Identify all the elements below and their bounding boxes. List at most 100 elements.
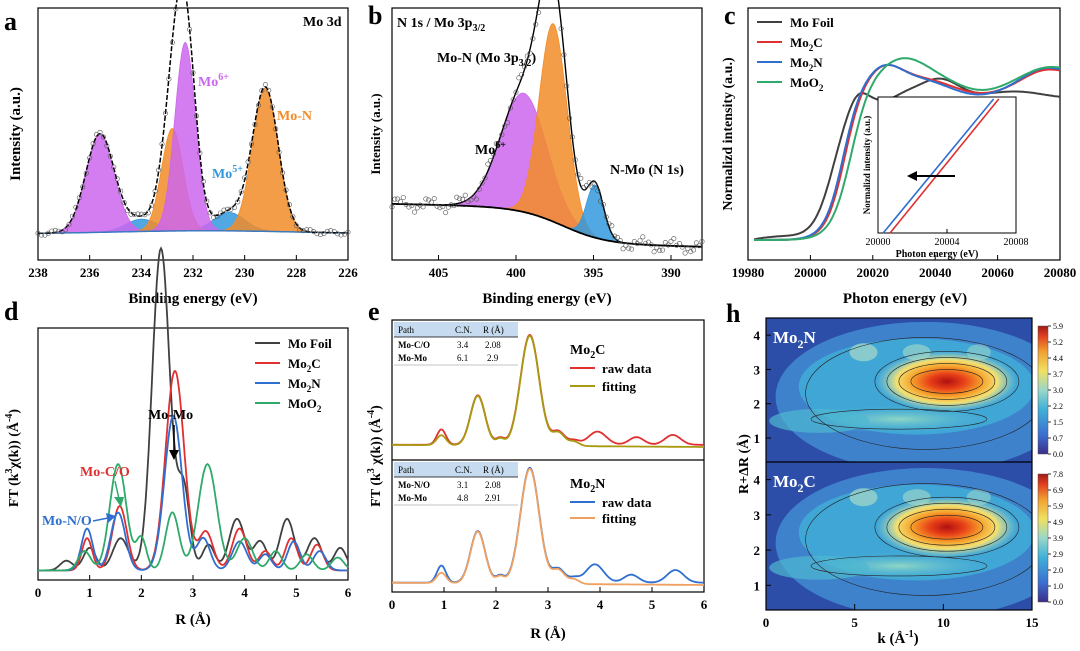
panel-c-xlabel: Photon energy (eV) (843, 291, 967, 307)
panel-a-data-point (262, 82, 268, 88)
table-top-r1c0: Mo-Mo (398, 353, 427, 363)
table-top-r0c1: 3.4 (457, 340, 469, 350)
panel-letter-c: c (724, 1, 736, 30)
panel-a-data-point (193, 113, 199, 119)
panel-d-legend-label: MoO2 (288, 396, 322, 414)
panel-a-data-point (87, 155, 93, 161)
panel-b-data-point (679, 244, 685, 250)
panel-c-legend-label: Mo2N (790, 55, 823, 73)
panel-c-ticks: 19980 20000 20020 20040 20060 20080 (732, 255, 1077, 280)
panel-d-x-tick-label: 5 (293, 585, 300, 600)
panel-e-top-label: Mo2C (570, 343, 605, 361)
panel-a-data-point (69, 213, 75, 219)
panel-e-top-legend-raw: raw data (602, 361, 652, 376)
panel-e-top-fit-line (392, 335, 704, 448)
panel-a-data-point (131, 212, 137, 218)
panel-c-frame (747, 7, 1061, 261)
panel-a-data-point (45, 230, 51, 236)
panel-b-data-point (572, 157, 578, 163)
panel-h-map-contour (898, 363, 996, 400)
panel-b-data-point (626, 245, 632, 251)
panel-b-x-tick-label: 395 (584, 265, 604, 280)
panel-b-data-point (575, 171, 581, 177)
panel-b-data-point (645, 239, 651, 245)
panel-b-data-point (519, 72, 525, 78)
panel-c-x-tick-label: 19980 (732, 265, 765, 280)
panel-h: 0 5 10 15 1 2 3 4 1 2 3 4 Mo2N Mo2C 5.9 5.2 4.4 3.7 3.0… (736, 317, 1063, 647)
panel-e-frame (391, 319, 705, 593)
panel-a-data-point (235, 199, 241, 205)
panel-a-data-point (218, 210, 224, 216)
panel-a-data-point (245, 159, 251, 165)
panel-c-x-tick-label: 20080 (1044, 265, 1077, 280)
table-bottom-r0c0: Mo-N/O (398, 480, 430, 490)
panel-e-top-raw-line (392, 334, 704, 446)
panel-b-x-tick-label: 400 (506, 265, 526, 280)
panel-b-plot (389, 0, 705, 256)
panel-b-data-point (682, 250, 688, 256)
panel-b-data-point (589, 184, 595, 190)
panel-a-data-point (255, 102, 261, 108)
panel-b-data-point (578, 175, 584, 181)
panel-a-data-point (63, 227, 69, 233)
panel-h-colorbar-label: 3.0 (1053, 386, 1063, 395)
panel-a-data-point (125, 208, 131, 214)
panel-e-table-bottom: Path C.N. R (Å) Mo-N/O 3.1 2.08 Mo-Mo 4.… (394, 462, 518, 506)
legend-suffix: N (813, 55, 823, 70)
panel-a-data-point (107, 153, 113, 159)
panel-b-data-point (612, 233, 618, 239)
panel-a-x-tick-label: 228 (287, 265, 307, 280)
panel-b-data-point (499, 132, 505, 138)
panel-d-plot (38, 246, 349, 572)
panel-e-bottom-label: Mo2N (570, 477, 605, 495)
panel-d-label-moco: Mo-C/O (80, 465, 130, 480)
panel-b-data-point (609, 223, 615, 229)
panel-a-data-point (231, 205, 237, 211)
panel-c: 19980 20000 20020 20040 20060 20080 Mo Foil Mo… (721, 7, 1077, 307)
panel-c-inset-plot: 20000 20004 20008 (866, 98, 1029, 248)
panel-b-data-point (620, 246, 626, 252)
panel-d-arrowhead-moco (114, 497, 124, 507)
panel-h-map-contour (805, 337, 1032, 450)
panel-a-plot (35, 0, 351, 238)
panel-a-data-point (149, 202, 155, 208)
panel-d-moo2-line (38, 463, 349, 572)
table-top-header-bg (394, 322, 518, 337)
panel-a-data-point (311, 228, 317, 234)
panel-b-data-point (400, 195, 406, 201)
panel-b-data-point (651, 249, 657, 255)
panel-a-data-point (249, 141, 255, 147)
panel-a-data-point (259, 88, 265, 94)
table-bottom-r0c1: 3.1 (457, 480, 468, 490)
panel-d-arrowhead-mono (106, 513, 116, 523)
panel-h-map-mo2c (766, 462, 1032, 610)
panel-a-data-point (280, 170, 286, 176)
panel-h-map-contour (874, 496, 1020, 558)
panel-b-data-point (412, 209, 418, 215)
panel-a-data-point (300, 228, 306, 234)
panel-d-x-tick-label: 2 (138, 585, 145, 600)
panel-a-data-point (204, 198, 210, 204)
panel-a-data-point (76, 195, 82, 201)
panel-a-data-point (314, 231, 320, 237)
panel-e-x-tick-label: 0 (389, 597, 396, 612)
panel-h-colorbar-label: 6.9 (1053, 486, 1063, 495)
panel-b-data-point (443, 210, 449, 216)
panel-a-background-line (38, 230, 349, 235)
panel-b-data-point (397, 199, 403, 205)
panel-h-top-label: Mo2N (773, 328, 817, 351)
legend-suffix: C (311, 356, 320, 371)
panel-a-x-tick-label: 238 (28, 265, 48, 280)
panel-h-ticks: 0 5 10 15 1 2 3 4 1 2 3 4 (754, 328, 1040, 630)
panel-h-colorbar-label: 5.9 (1053, 502, 1063, 511)
panel-h-maps (766, 318, 1032, 610)
panel-letter-b: b (368, 1, 382, 30)
table-bottom-r1c2: 2.91 (485, 493, 501, 503)
panel-letter-a: a (4, 7, 17, 36)
panel-a-data-point (56, 228, 62, 234)
panel-d-legend-label: Mo Foil (288, 336, 332, 351)
panel-a-data-point (128, 211, 134, 217)
panel-c-inset-mo2n-line (882, 98, 995, 234)
panel-b-data-point (623, 243, 629, 249)
